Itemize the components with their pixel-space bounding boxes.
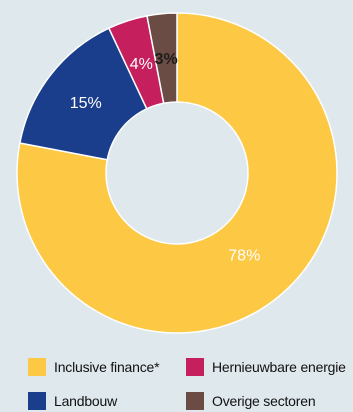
slice-overige-sectoren <box>146 12 178 105</box>
slice-label-overige-sectoren: 3% <box>155 51 178 68</box>
legend-item-inclusive-finance: Inclusive finance* <box>28 357 160 377</box>
donut-chart-svg: 78% 15% 4% 3% <box>16 12 338 334</box>
legend-swatch-hernieuwbare-energie <box>186 358 204 376</box>
slice-labels-group: 78% 15% 4% 3% <box>70 51 261 264</box>
legend-swatch-inclusive-finance <box>28 358 46 376</box>
slices-group <box>16 12 338 334</box>
legend-label-overige-sectoren: Overige sectoren <box>212 393 316 409</box>
slice-label-hernieuwbare-energie: 4% <box>130 56 153 73</box>
legend-item-landbouw: Landbouw <box>28 391 117 411</box>
legend-swatch-landbouw <box>28 392 46 410</box>
slice-inclusive-finance <box>16 12 338 334</box>
slice-label-landbouw: 15% <box>70 95 102 112</box>
legend-label-inclusive-finance: Inclusive finance* <box>54 359 160 375</box>
legend-label-hernieuwbare-energie: Hernieuwbare energie <box>212 359 346 375</box>
legend-swatch-overige-sectoren <box>186 392 204 410</box>
legend-label-landbouw: Landbouw <box>54 393 118 409</box>
legend-item-overige-sectoren: Overige sectoren <box>186 391 316 411</box>
slice-landbouw <box>18 27 148 161</box>
legend: Inclusive finance* Hernieuwbare energie … <box>0 350 353 412</box>
legend-item-hernieuwbare-energie: Hernieuwbare energie <box>186 357 346 377</box>
slice-label-inclusive-finance: 78% <box>228 247 260 264</box>
